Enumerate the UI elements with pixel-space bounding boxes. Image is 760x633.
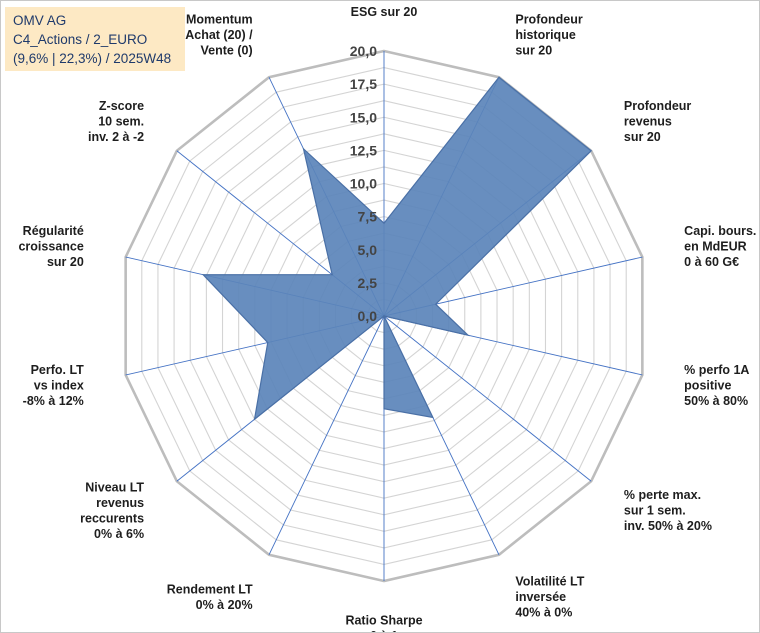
performance-stats: (9,6% | 22,3%) / 2025W48 — [13, 51, 172, 66]
tick-label: 2,5 — [358, 275, 378, 291]
axis-label: NoteESG sur 20 — [351, 1, 418, 19]
tick-label: 5,0 — [358, 242, 378, 258]
series-area — [201, 76, 593, 421]
axis-label: % perte max. sur 1 sem. inv. 50% à 20% — [624, 488, 712, 533]
tick-label: 17,5 — [350, 76, 377, 92]
axis-label: Z-score 10 sem. inv. 2 à -2 — [88, 99, 144, 144]
axis-label: Perfo. LT vs index -8% à 12% — [23, 363, 85, 408]
tick-label: 15,0 — [350, 109, 377, 125]
portfolio-name: C4_Actions / 2_EURO — [13, 32, 148, 47]
axis-label: Volatilité LT inversée 40% à 0% — [515, 575, 584, 620]
axis-spoke — [268, 315, 385, 555]
axis-label: Profondeur revenus sur 20 — [624, 99, 691, 144]
axis-label: Momentum Achat (20) / Vente (0) — [185, 12, 253, 57]
axis-label: Niveau LT revenus reccurents 0% à 6% — [80, 480, 144, 541]
axis-label: Régularité croissance sur 20 — [18, 224, 83, 269]
tick-label-layer: 0,0 2,5 5,0 7,5 10,0 12,5 15,0 17,5 20,0 — [350, 43, 377, 324]
tick-label: 0,0 — [358, 308, 378, 324]
axis-label: Rendement LT 0% à 20% — [167, 582, 253, 612]
axis-label: Capi. bours. en MdEUR 0 à 60 G€ — [684, 224, 756, 269]
tick-label: 7,5 — [358, 209, 378, 225]
tick-label: 20,0 — [350, 43, 377, 59]
axis-label: % perfo 1A positive 50% à 80% — [684, 363, 749, 408]
tick-label: 12,5 — [350, 142, 377, 158]
company-name: OMV AG — [13, 13, 67, 28]
tick-label: 10,0 — [350, 176, 377, 192]
axis-label: Profondeur historique sur 20 — [515, 12, 582, 57]
axis-label: Ratio Sharpe0 à 1 — [345, 613, 422, 632]
axis-spoke — [383, 315, 592, 482]
series-layer — [201, 76, 593, 421]
info-box: OMV AG C4_Actions / 2_EURO (9,6% | 22,3%… — [5, 7, 185, 71]
